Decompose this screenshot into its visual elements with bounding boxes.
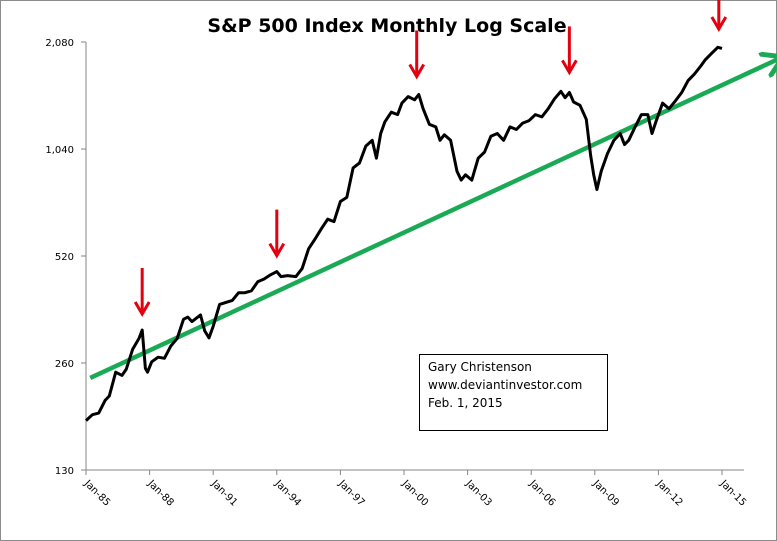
- x-tick-label: Jan-12: [654, 478, 685, 509]
- arrow-head: [133, 301, 151, 317]
- x-tick-label: Jan-03: [463, 478, 494, 509]
- attribution-author: Gary Christenson: [428, 360, 532, 374]
- y-tick-label: 2,080: [45, 38, 74, 49]
- y-tick-label: 1,040: [45, 145, 74, 156]
- x-tick-label: Jan-88: [145, 478, 176, 509]
- y-axis-ticks: 130 260 520 1,040 2,080: [45, 38, 86, 477]
- peak-down-arrow: [710, 0, 728, 32]
- peak-down-arrow: [408, 30, 426, 80]
- arrow-head: [710, 16, 728, 32]
- axes: [85, 42, 744, 471]
- attribution-date: Feb. 1, 2015: [428, 396, 503, 410]
- y-tick-label: 260: [55, 359, 74, 370]
- x-tick-label: Jan-94: [272, 478, 303, 509]
- x-tick-label: Jan-97: [336, 478, 367, 509]
- sp500-series-line: [84, 45, 723, 422]
- attribution-box: Gary Christenson www.deviantinvestor.com…: [419, 354, 608, 431]
- attribution-website[interactable]: www.deviantinvestor.com: [428, 378, 583, 392]
- x-tick-label: Jan-00: [399, 478, 430, 509]
- peak-down-arrow: [133, 267, 151, 317]
- trendline: [89, 58, 777, 380]
- y-tick-label: 130: [55, 466, 74, 477]
- x-axis-ticks: Jan-85 Jan-88 Jan-91 Jan-94 Jan-97 Jan-00 Jan-…: [81, 470, 748, 509]
- trendline-group: [89, 58, 777, 380]
- arrow-head: [561, 59, 578, 76]
- x-tick-label: Jan-85: [81, 478, 112, 509]
- arrow-head: [268, 242, 286, 259]
- series-group: [84, 45, 723, 422]
- x-tick-label: Jan-06: [526, 478, 557, 509]
- x-tick-label: Jan-15: [717, 478, 748, 509]
- arrow-head: [408, 63, 426, 80]
- x-tick-label: Jan-09: [590, 478, 621, 509]
- peak-down-arrow: [561, 26, 578, 76]
- annotation-arrows: [133, 0, 728, 317]
- y-tick-label: 520: [55, 252, 74, 263]
- peak-down-arrow: [268, 209, 286, 259]
- chart-title: S&P 500 Index Monthly Log Scale: [207, 15, 566, 37]
- x-tick-label: Jan-91: [208, 478, 239, 509]
